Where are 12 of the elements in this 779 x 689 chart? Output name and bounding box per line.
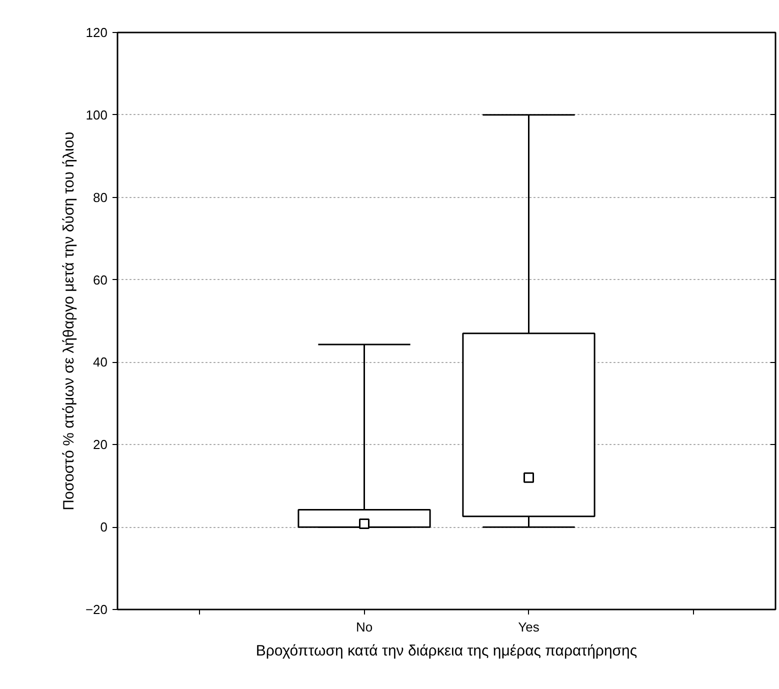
y-tick-label: 120: [86, 25, 108, 40]
x-tick-label: No: [356, 620, 373, 634]
y-tick-label: 80: [93, 190, 108, 205]
y-tick-label: 20: [93, 437, 108, 452]
y-tick-label: 40: [93, 354, 108, 370]
y-tick-label: 0: [100, 520, 108, 535]
y-tick-label: −20: [85, 602, 108, 617]
x-axis-title: Βροχόπτωση κατά την διάρκεια της ημέρας παρατήρησης: [256, 642, 638, 660]
x-tick-label: Yes: [518, 620, 540, 634]
y-axis-title: Ποσοστό % ατόμων σε λήθαργο μετά την δύση του ήλιου: [60, 132, 78, 510]
y-tick-label: 60: [93, 272, 108, 288]
y-tick-label: 100: [86, 107, 108, 122]
